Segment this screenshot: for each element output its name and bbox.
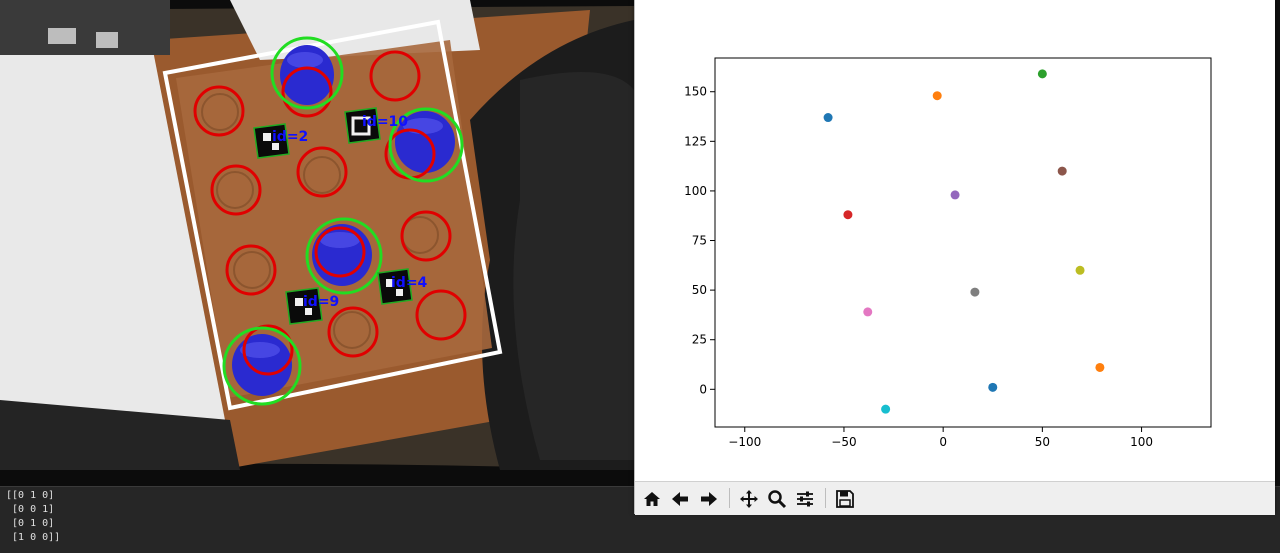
scatter-point: [1057, 166, 1067, 176]
home-button[interactable]: [639, 486, 665, 512]
back-button[interactable]: [667, 486, 693, 512]
y-tick-label: 50: [692, 283, 707, 297]
marker-label: id=9: [303, 294, 339, 310]
plot-toolbar: [635, 481, 1275, 515]
arrow-left-icon: [672, 492, 688, 506]
home-icon: [644, 492, 660, 506]
magnifier-icon: [768, 490, 787, 509]
marker-9: id=9: [285, 287, 339, 325]
move-icon: [740, 490, 758, 508]
scatter-point: [932, 91, 942, 101]
scatter-point: [1037, 69, 1047, 79]
zoom-button[interactable]: [764, 486, 790, 512]
scatter-point: [823, 113, 833, 123]
y-tick-label: 100: [684, 184, 707, 198]
camera-frame: id=2 id=10 id=9 id=4: [0, 0, 634, 486]
plot-axes: [714, 57, 1212, 428]
marker-label: id=2: [272, 129, 308, 145]
marker-label: id=10: [362, 114, 408, 130]
x-tick-label: 50: [1035, 435, 1050, 449]
tray-outline: [162, 19, 503, 411]
floppy-icon: [836, 490, 854, 508]
scatter-plot: −100 −50 0 50 100 0 25 50 75 100 125 150: [684, 57, 1212, 449]
window-edge: [1274, 0, 1280, 486]
y-tick-label: 75: [692, 234, 707, 248]
scatter-point: [988, 382, 998, 392]
empty-slot-circles: [193, 50, 467, 376]
pan-button[interactable]: [736, 486, 762, 512]
x-tick-label: 0: [939, 435, 947, 449]
camera-view: id=2 id=10 id=9 id=4: [0, 0, 634, 486]
scatter-point: [950, 190, 960, 200]
terminal-line: [0 0 1]: [6, 504, 55, 515]
scatter-point: [1095, 362, 1105, 372]
y-tick-label: 0: [699, 382, 707, 396]
x-tick-label: −100: [728, 435, 761, 449]
marker-2: id=2: [253, 123, 308, 159]
scatter-point: [881, 404, 891, 414]
keyboard: [0, 0, 170, 55]
plot-window: −100 −50 0 50 100 0 25 50 75 100 125 150: [634, 0, 1275, 515]
scatter-point: [1075, 265, 1085, 275]
marker-4: id=4: [377, 268, 428, 305]
scatter-point: [843, 210, 853, 220]
subplots-button[interactable]: [792, 486, 818, 512]
terminal-line: [1 0 0]]: [6, 532, 61, 543]
sliders-icon: [797, 491, 813, 507]
filled-slot-circles: [222, 36, 464, 406]
scatter-point: [863, 307, 873, 317]
scatter-point: [970, 287, 980, 297]
terminal-line: [[0 1 0]: [6, 490, 55, 501]
marker-label: id=4: [391, 275, 428, 291]
arrow-right-icon: [701, 492, 717, 506]
y-tick-label: 125: [684, 134, 707, 148]
x-tick-label: −50: [831, 435, 856, 449]
save-button[interactable]: [832, 486, 858, 512]
terminal-line: [0 1 0]: [6, 518, 55, 529]
marker-10: id=10: [344, 107, 408, 144]
paper-sheet: [0, 35, 225, 440]
forward-button[interactable]: [696, 486, 722, 512]
toolbar-separator: [825, 488, 826, 508]
toolbar-separator: [729, 488, 730, 508]
x-tick-label: 100: [1130, 435, 1153, 449]
y-tick-label: 150: [684, 85, 707, 99]
y-tick-label: 25: [692, 333, 707, 347]
